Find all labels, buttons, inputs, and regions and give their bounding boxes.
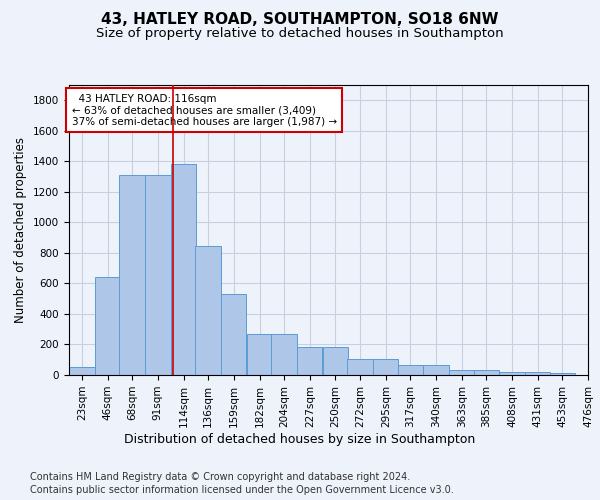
Text: 43, HATLEY ROAD, SOUTHAMPTON, SO18 6NW: 43, HATLEY ROAD, SOUTHAMPTON, SO18 6NW — [101, 12, 499, 28]
Bar — [145, 175, 170, 375]
Y-axis label: Number of detached properties: Number of detached properties — [14, 137, 28, 323]
Bar — [95, 278, 120, 375]
Bar — [525, 372, 550, 375]
Bar — [171, 164, 196, 375]
Bar — [398, 365, 423, 375]
Bar — [424, 365, 449, 375]
Bar — [323, 347, 348, 375]
Bar — [69, 368, 95, 375]
Bar — [247, 334, 272, 375]
Bar — [373, 359, 398, 375]
Text: Distribution of detached houses by size in Southampton: Distribution of detached houses by size … — [124, 432, 476, 446]
Text: 43 HATLEY ROAD: 116sqm
← 63% of detached houses are smaller (3,409)
37% of semi-: 43 HATLEY ROAD: 116sqm ← 63% of detached… — [71, 94, 337, 127]
Text: Contains HM Land Registry data © Crown copyright and database right 2024.: Contains HM Land Registry data © Crown c… — [30, 472, 410, 482]
Bar — [297, 347, 322, 375]
Text: Contains public sector information licensed under the Open Government Licence v3: Contains public sector information licen… — [30, 485, 454, 495]
Bar — [347, 359, 373, 375]
Bar — [271, 334, 297, 375]
Bar — [499, 372, 525, 375]
Bar — [550, 372, 575, 375]
Bar — [196, 246, 221, 375]
Bar — [221, 294, 247, 375]
Text: Size of property relative to detached houses in Southampton: Size of property relative to detached ho… — [96, 28, 504, 40]
Bar — [449, 370, 475, 375]
Bar — [473, 370, 499, 375]
Bar — [119, 175, 145, 375]
